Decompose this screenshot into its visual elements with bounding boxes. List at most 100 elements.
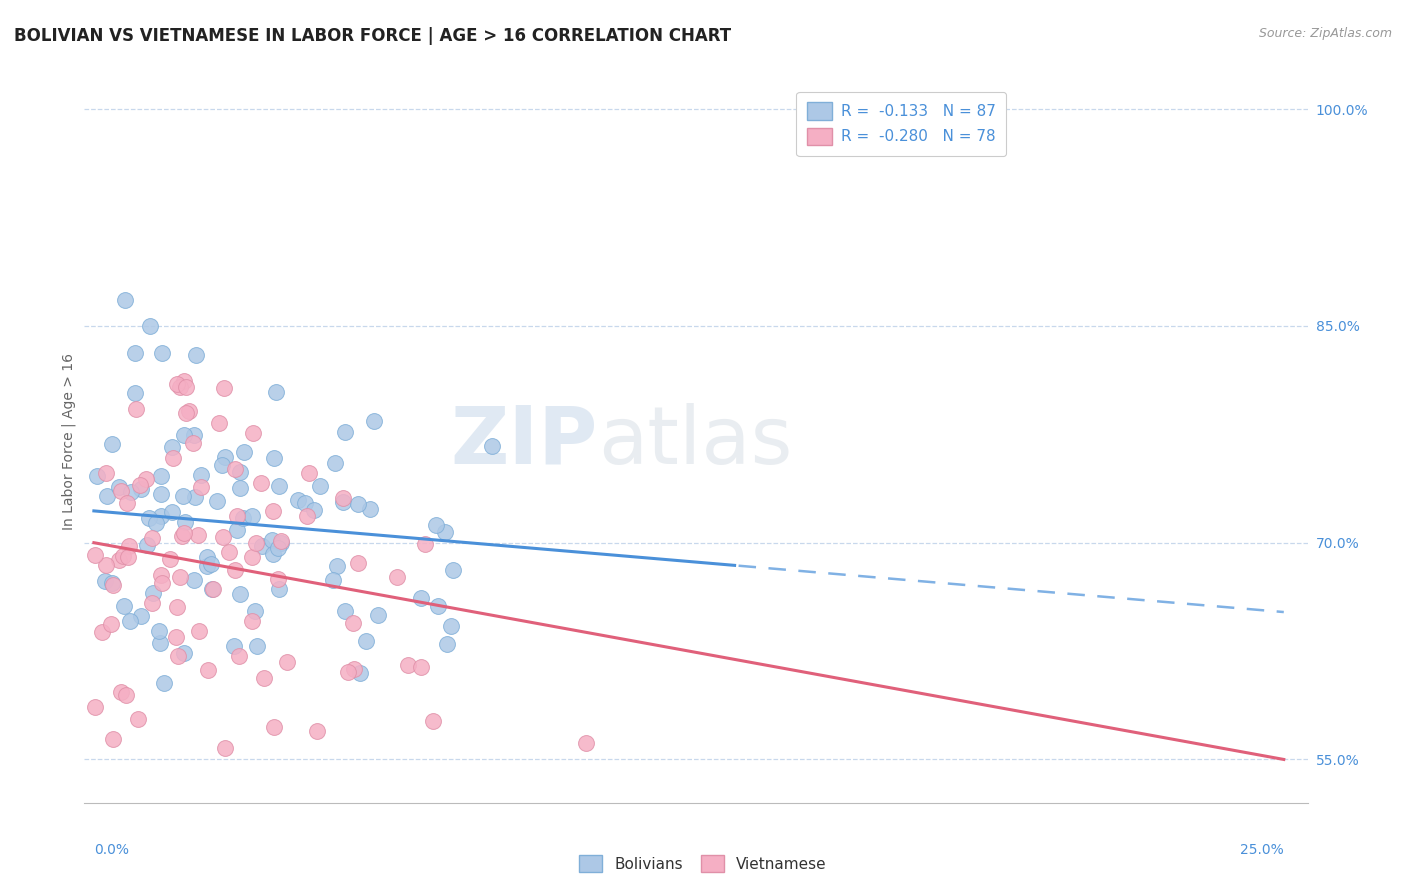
Point xyxy=(141,596,163,610)
Point xyxy=(148,624,170,638)
Legend: R =  -0.133   N = 87, R =  -0.280   N = 78: R = -0.133 N = 87, R = -0.280 N = 78 xyxy=(796,92,1007,156)
Text: ZIP: ZIP xyxy=(451,402,598,481)
Point xyxy=(229,481,252,495)
Point xyxy=(481,439,503,453)
Point xyxy=(96,467,118,481)
Point xyxy=(103,578,125,592)
Point xyxy=(214,741,236,756)
Point xyxy=(174,380,197,394)
Point xyxy=(124,385,146,400)
Point xyxy=(205,494,228,508)
Point xyxy=(190,480,212,494)
Point xyxy=(197,663,219,677)
Point xyxy=(208,416,231,430)
Legend: Bolivians, Vietnamese: Bolivians, Vietnamese xyxy=(571,847,835,880)
Point xyxy=(169,380,191,394)
Point xyxy=(409,591,432,605)
Point xyxy=(263,451,285,466)
Point xyxy=(181,436,204,450)
Point xyxy=(124,401,146,416)
Point xyxy=(129,609,152,624)
Text: BOLIVIAN VS VIETNAMESE IN LABOR FORCE | AGE > 16 CORRELATION CHART: BOLIVIAN VS VIETNAMESE IN LABOR FORCE | … xyxy=(14,27,731,45)
Point xyxy=(433,525,456,540)
Point xyxy=(356,634,378,648)
Point xyxy=(94,574,117,589)
Point xyxy=(245,536,267,550)
Point xyxy=(363,414,385,428)
Point xyxy=(149,487,172,501)
Point xyxy=(267,478,290,492)
Point xyxy=(120,485,142,500)
Point xyxy=(343,661,366,675)
Point xyxy=(188,624,211,638)
Point xyxy=(322,574,344,588)
Point xyxy=(224,563,246,577)
Point xyxy=(150,346,173,360)
Point xyxy=(260,533,283,547)
Point xyxy=(263,720,285,734)
Point xyxy=(107,480,129,494)
Point xyxy=(267,582,290,596)
Point xyxy=(233,445,256,459)
Point xyxy=(149,567,172,582)
Point xyxy=(333,425,356,439)
Point xyxy=(174,515,197,529)
Point xyxy=(240,550,263,565)
Point xyxy=(159,552,181,566)
Point xyxy=(287,492,309,507)
Point xyxy=(396,657,419,672)
Point xyxy=(242,426,264,441)
Point xyxy=(187,528,209,542)
Point xyxy=(153,676,176,690)
Point xyxy=(325,558,347,573)
Point xyxy=(117,549,139,564)
Point xyxy=(120,614,142,628)
Point xyxy=(336,665,359,679)
Point xyxy=(229,466,252,480)
Point xyxy=(225,523,247,537)
Point xyxy=(240,614,263,628)
Point xyxy=(174,406,197,420)
Point xyxy=(86,469,108,483)
Point xyxy=(308,478,330,492)
Point xyxy=(141,531,163,545)
Point xyxy=(84,700,107,714)
Point xyxy=(94,558,117,573)
Point xyxy=(200,558,222,572)
Point xyxy=(211,530,233,544)
Point xyxy=(162,450,184,465)
Point xyxy=(150,468,173,483)
Text: atlas: atlas xyxy=(598,402,793,481)
Point xyxy=(436,637,458,651)
Point xyxy=(232,511,254,525)
Point xyxy=(183,574,205,588)
Text: Source: ZipAtlas.com: Source: ZipAtlas.com xyxy=(1258,27,1392,40)
Point xyxy=(422,714,444,728)
Point xyxy=(249,476,271,491)
Point xyxy=(100,616,122,631)
Point xyxy=(413,537,436,551)
Point xyxy=(246,640,269,654)
Point xyxy=(218,545,240,559)
Point xyxy=(160,440,183,454)
Point xyxy=(333,604,356,618)
Point xyxy=(201,582,224,596)
Point xyxy=(342,615,364,630)
Point xyxy=(264,384,287,399)
Point xyxy=(124,345,146,359)
Point xyxy=(173,525,195,540)
Point xyxy=(167,648,190,663)
Point xyxy=(245,603,267,617)
Point xyxy=(166,377,188,392)
Point xyxy=(211,458,233,472)
Point xyxy=(197,559,219,574)
Point xyxy=(359,502,381,516)
Point xyxy=(441,563,464,577)
Point xyxy=(270,536,292,550)
Point xyxy=(270,534,292,549)
Point xyxy=(262,504,284,518)
Point xyxy=(222,639,245,653)
Point xyxy=(214,450,236,464)
Point xyxy=(170,529,193,543)
Point xyxy=(150,575,173,590)
